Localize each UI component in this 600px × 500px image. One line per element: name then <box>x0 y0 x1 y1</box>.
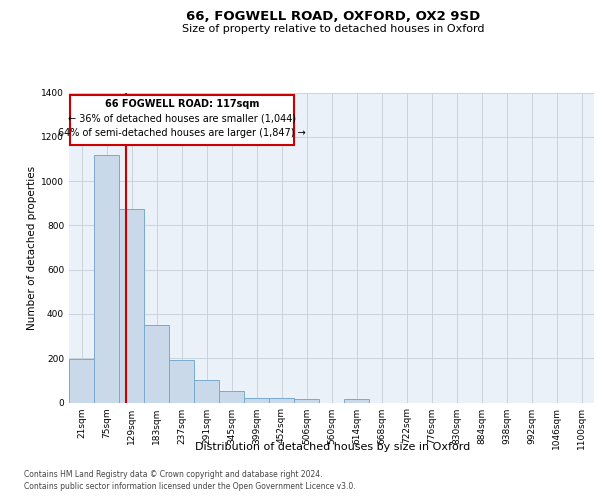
Bar <box>344 399 369 402</box>
Bar <box>144 325 169 402</box>
Text: 64% of semi-detached houses are larger (1,847) →: 64% of semi-detached houses are larger (… <box>58 128 305 138</box>
Bar <box>119 209 144 402</box>
Text: 66, FOGWELL ROAD, OXFORD, OX2 9SD: 66, FOGWELL ROAD, OXFORD, OX2 9SD <box>186 10 480 23</box>
Bar <box>70 95 294 145</box>
Text: Contains public sector information licensed under the Open Government Licence v3: Contains public sector information licen… <box>24 482 356 491</box>
Text: ← 36% of detached houses are smaller (1,044): ← 36% of detached houses are smaller (1,… <box>68 114 296 124</box>
Bar <box>269 398 294 402</box>
Y-axis label: Number of detached properties: Number of detached properties <box>27 166 37 330</box>
Bar <box>169 360 194 403</box>
Text: 66 FOGWELL ROAD: 117sqm: 66 FOGWELL ROAD: 117sqm <box>104 99 259 109</box>
Text: Size of property relative to detached houses in Oxford: Size of property relative to detached ho… <box>182 24 484 34</box>
Text: Distribution of detached houses by size in Oxford: Distribution of detached houses by size … <box>196 442 470 452</box>
Bar <box>69 360 94 403</box>
Bar <box>244 398 269 402</box>
Bar <box>194 380 219 402</box>
Bar <box>294 399 319 402</box>
Bar <box>219 391 244 402</box>
Text: Contains HM Land Registry data © Crown copyright and database right 2024.: Contains HM Land Registry data © Crown c… <box>24 470 323 479</box>
Bar <box>94 154 119 402</box>
